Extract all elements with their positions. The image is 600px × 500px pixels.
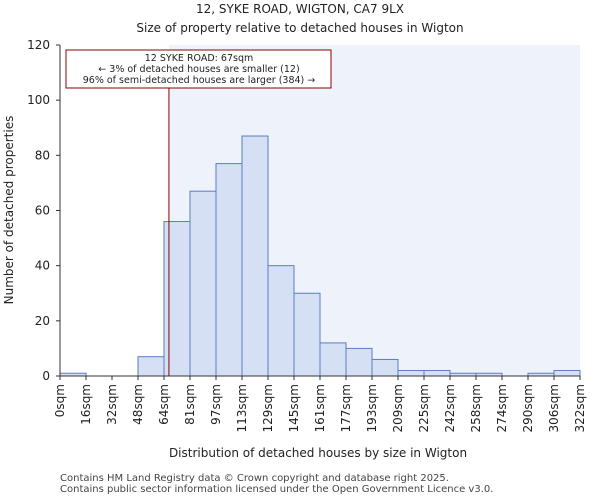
bar [371, 358, 399, 377]
y-tick-label: 100 [27, 93, 50, 107]
annotation-box: 12 SYKE ROAD: 67sqm ← 3% of detached hou… [65, 49, 332, 89]
x-tick-label: 0sqm [53, 384, 67, 417]
y-tick-label: 20 [35, 314, 50, 328]
footer-line-2: Contains public sector information licen… [60, 484, 494, 495]
x-tick-label: 32sqm [105, 384, 119, 425]
x-tick-label: 242sqm [443, 384, 457, 432]
x-tick-label: 113sqm [235, 384, 249, 432]
bar [293, 292, 321, 377]
bar [319, 342, 347, 377]
y-tick-label: 120 [27, 38, 50, 52]
x-tick-label: 81sqm [183, 384, 197, 425]
bar [241, 135, 269, 377]
x-tick-label: 290sqm [521, 384, 535, 432]
x-tick-label: 193sqm [365, 384, 379, 432]
x-tick-label: 177sqm [339, 384, 353, 432]
bar [215, 163, 243, 377]
y-tick-label: 40 [35, 259, 50, 273]
x-tick-label: 129sqm [261, 384, 275, 432]
annotation-line-1: 12 SYKE ROAD: 67sqm [145, 53, 253, 64]
y-tick-label: 0 [42, 369, 50, 383]
x-tick-label: 48sqm [131, 384, 145, 425]
bar [345, 347, 373, 377]
bar [137, 356, 165, 377]
y-ticks: 0 20 40 60 80 100 120 [27, 38, 60, 383]
bars [59, 135, 581, 377]
chart-subtitle: Size of property relative to detached ho… [136, 21, 463, 35]
x-tick-label: 225sqm [417, 384, 431, 432]
bar [423, 369, 451, 377]
x-tick-label: 306sqm [547, 384, 561, 432]
x-tick-label: 16sqm [79, 384, 93, 425]
x-tick-label: 161sqm [313, 384, 327, 432]
y-tick-label: 60 [35, 204, 50, 218]
bar [397, 369, 425, 377]
footer-line-1: Contains HM Land Registry data © Crown c… [60, 473, 449, 484]
bar [163, 221, 191, 377]
bar [267, 265, 295, 377]
x-tick-label: 97sqm [209, 384, 223, 425]
bar [553, 369, 581, 377]
x-axis-label: Distribution of detached houses by size … [169, 446, 467, 460]
chart-title: 12, SYKE ROAD, WIGTON, CA7 9LX [196, 2, 404, 16]
bar [189, 190, 217, 377]
y-axis-label: Number of detached properties [2, 116, 16, 305]
x-tick-label: 64sqm [157, 384, 171, 425]
x-tick-label: 209sqm [391, 384, 405, 432]
x-tick-label: 258sqm [469, 384, 483, 432]
x-tick-label: 145sqm [287, 384, 301, 432]
annotation-line-2: ← 3% of detached houses are smaller (12) [98, 64, 299, 75]
x-tick-label: 274sqm [495, 384, 509, 432]
x-tick-label: 322sqm [573, 384, 587, 432]
x-ticks: 0sqm 16sqm 32sqm 48sqm 64sqm 81sqm 97sqm 113sqm… [53, 376, 587, 432]
annotation-line-3: 96% of semi-detached houses are larger (… [83, 75, 316, 86]
y-tick-label: 80 [35, 148, 50, 162]
